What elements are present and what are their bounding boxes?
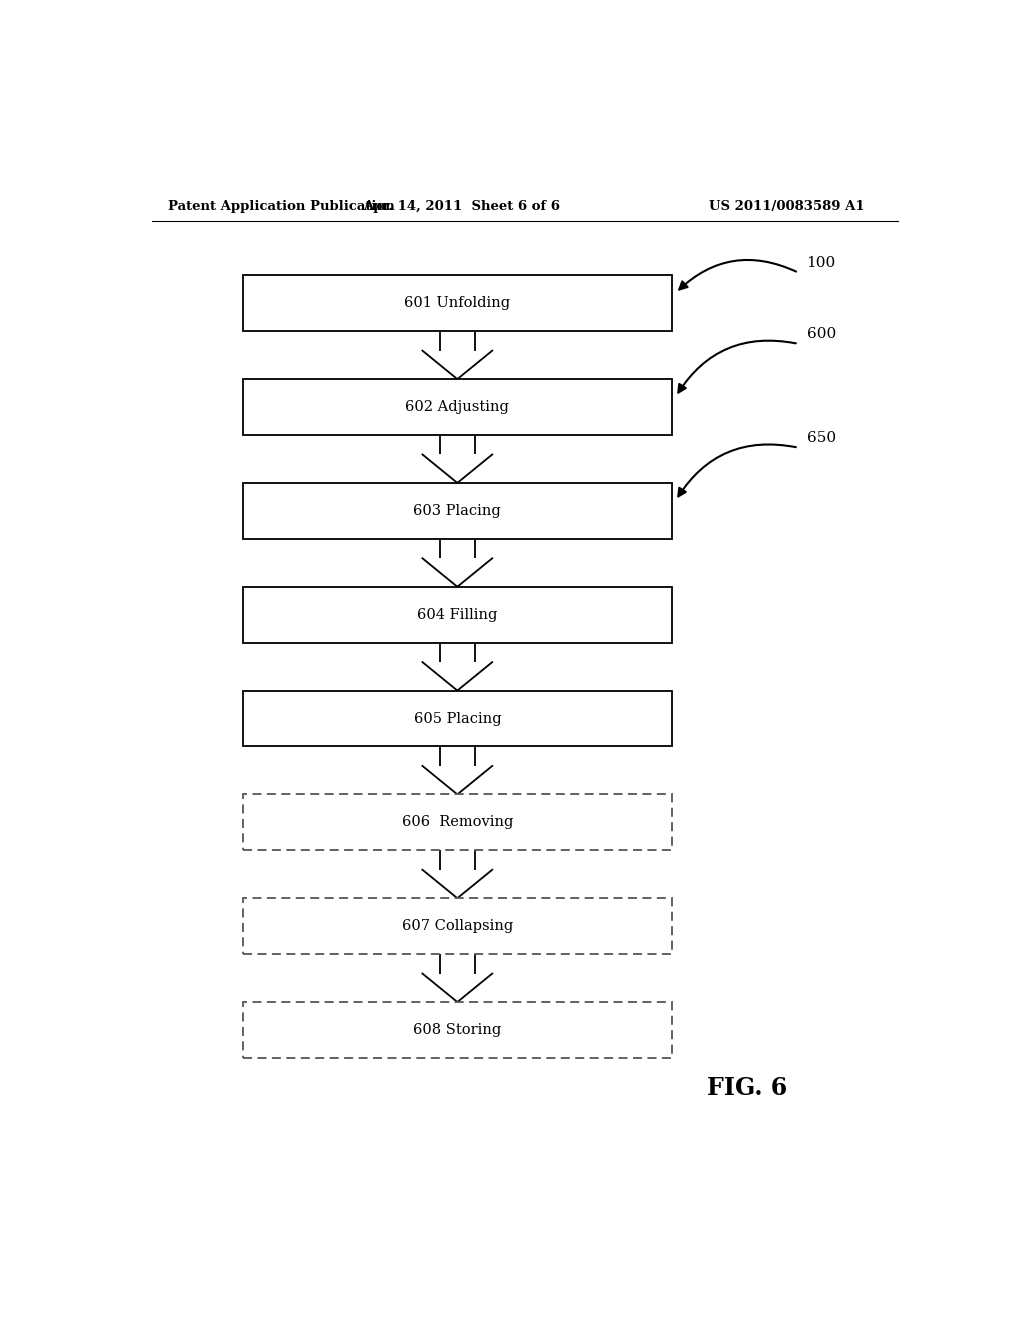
Text: 100: 100: [807, 256, 836, 269]
Bar: [243, 483, 672, 539]
Text: 604 Filling: 604 Filling: [417, 607, 498, 622]
Text: US 2011/0083589 A1: US 2011/0083589 A1: [709, 199, 864, 213]
Text: FIG. 6: FIG. 6: [707, 1076, 787, 1101]
Bar: [243, 898, 672, 954]
Bar: [243, 586, 672, 643]
Text: 603 Placing: 603 Placing: [414, 504, 501, 517]
Bar: [243, 276, 672, 331]
Text: Apr. 14, 2011  Sheet 6 of 6: Apr. 14, 2011 Sheet 6 of 6: [362, 199, 560, 213]
Text: 608 Storing: 608 Storing: [414, 1023, 502, 1038]
Text: 606  Removing: 606 Removing: [401, 816, 513, 829]
Text: 600: 600: [807, 327, 836, 341]
Bar: [243, 379, 672, 436]
Text: 601 Unfolding: 601 Unfolding: [404, 296, 510, 310]
Text: Patent Application Publication: Patent Application Publication: [168, 199, 394, 213]
Text: 650: 650: [807, 430, 836, 445]
Text: 602 Adjusting: 602 Adjusting: [406, 400, 509, 414]
Text: 607 Collapsing: 607 Collapsing: [401, 919, 513, 933]
Bar: [243, 795, 672, 850]
Text: 605 Placing: 605 Placing: [414, 711, 501, 726]
Bar: [243, 690, 672, 747]
Bar: [243, 1002, 672, 1057]
